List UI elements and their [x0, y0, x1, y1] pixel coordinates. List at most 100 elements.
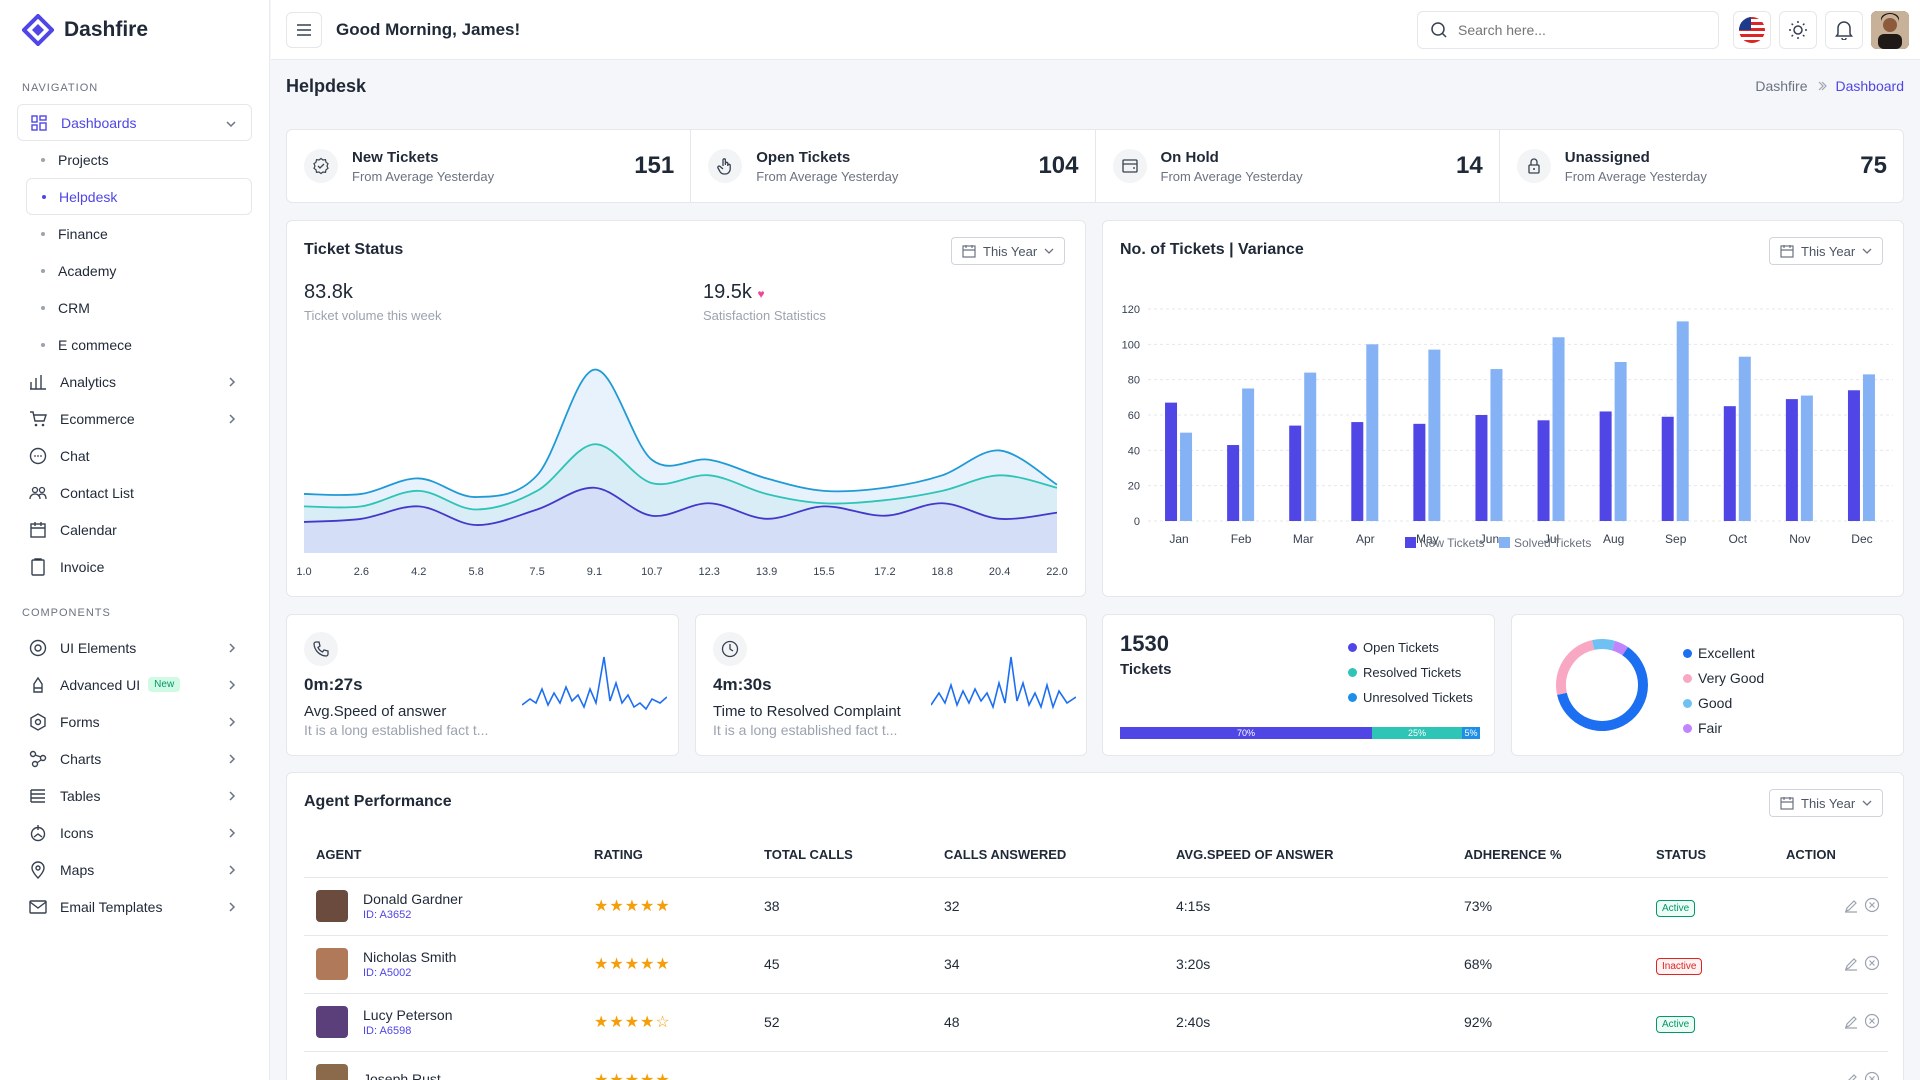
chat-icon — [29, 447, 47, 465]
cell-answered: 32 — [944, 898, 960, 914]
breadcrumb-link[interactable]: Dashfire — [1755, 78, 1808, 94]
star-rating: ★★★★★ — [594, 956, 671, 973]
table-row[interactable]: Nicholas Smith ID: A5002 ★★★★★ 45 34 3:20s 68%… — [304, 935, 1888, 994]
sidebar-item-email-templates[interactable]: Email Templates — [17, 888, 252, 925]
sidebar-item-icons[interactable]: Icons — [17, 814, 252, 851]
sidebar-item-label: Charts — [60, 750, 102, 767]
bar-new-tickets — [1785, 399, 1798, 521]
sidebar-subitem-e-commece[interactable]: E commece — [26, 326, 252, 363]
chevron-right-icon — [226, 863, 238, 879]
sidebar-subitem-academy[interactable]: Academy — [26, 252, 252, 289]
close-icon[interactable] — [1864, 897, 1880, 916]
sidebar-item-label: Email Templates — [60, 898, 163, 915]
sidebar-item-label: Chat — [60, 447, 90, 464]
edit-icon[interactable] — [1844, 1073, 1858, 1080]
agent-cell: Joseph Rust — [316, 1064, 594, 1080]
legend-item: Unresolved Tickets — [1348, 685, 1473, 710]
agent-id: ID: A3652 — [363, 909, 412, 921]
close-icon[interactable] — [1864, 1071, 1880, 1080]
cell-speed: 3:20s — [1176, 956, 1211, 972]
sidebar-item-label: Forms — [60, 713, 100, 730]
legend-dot — [1683, 649, 1692, 658]
period-select[interactable]: This Year — [1769, 237, 1884, 265]
bar-new-tickets — [1661, 416, 1674, 521]
stat-new-tickets: New Tickets From Average Yesterday 151 — [287, 130, 692, 202]
area-fill-2 — [304, 487, 1057, 553]
sidebar-item-ecommerce[interactable]: Ecommerce — [17, 400, 252, 437]
cell-speed: 2:40s — [1176, 1014, 1211, 1030]
bullet-icon — [41, 268, 45, 273]
area-line-1 — [303, 443, 1058, 511]
period-select[interactable]: This Year — [951, 237, 1066, 265]
stats-row: New Tickets From Average Yesterday 151 Open… — [286, 129, 1904, 203]
sidebar-item-advanced-ui[interactable]: Advanced UI New — [17, 666, 252, 703]
tickets-label: Tickets — [1120, 661, 1172, 678]
y-tick-label: 80 — [1128, 375, 1140, 387]
avatar — [316, 890, 348, 922]
sidebar-item-label: UI Elements — [60, 639, 137, 656]
page-title: Helpdesk — [286, 76, 367, 96]
sidebar-item-label: Academy — [58, 262, 117, 279]
sidebar: Dashfire NAVIGATION Dashboards Projects H… — [0, 0, 270, 1080]
x-tick-label: 2.6 — [354, 566, 369, 578]
user-avatar[interactable] — [1871, 11, 1909, 49]
charts-icon — [29, 750, 47, 768]
sidebar-item-maps[interactable]: Maps — [17, 851, 252, 888]
edit-icon[interactable] — [1844, 957, 1858, 974]
sidebar-item-tables[interactable]: Tables — [17, 777, 252, 814]
search-input[interactable] — [1458, 22, 1688, 38]
y-tick-label: 60 — [1128, 410, 1140, 422]
sidebar-subitem-finance[interactable]: Finance — [26, 215, 252, 252]
agent-id: ID: A5002 — [363, 967, 412, 979]
search-box[interactable] — [1417, 11, 1719, 49]
brand[interactable]: Dashfire — [0, 0, 269, 60]
period-select[interactable]: This Year — [1769, 789, 1884, 817]
menu-toggle-button[interactable] — [286, 11, 322, 48]
x-tick-label: Aug — [1603, 532, 1624, 546]
speed-desc: It is a long established fact t... — [304, 722, 489, 738]
tables-icon — [29, 787, 47, 805]
new-badge: New — [148, 677, 181, 692]
sidebar-item-chat[interactable]: Chat — [17, 437, 252, 474]
stat-title: New Tickets — [352, 148, 439, 166]
search-icon — [1431, 22, 1447, 38]
components-heading: COMPONENTS — [22, 607, 111, 619]
table-row[interactable]: Joseph Rust ★★★★★ — [304, 1051, 1888, 1080]
sidebar-subitem-helpdesk[interactable]: Helpdesk — [26, 178, 252, 215]
sidebar-item-forms[interactable]: Forms — [17, 703, 252, 740]
bar-new-tickets — [1289, 425, 1302, 521]
edit-icon[interactable] — [1844, 1015, 1858, 1032]
sidebar-item-charts[interactable]: Charts — [17, 740, 252, 777]
column-header: STATUS — [1656, 833, 1786, 878]
edit-icon[interactable] — [1844, 899, 1858, 916]
theme-toggle-button[interactable] — [1779, 11, 1817, 49]
close-icon[interactable] — [1864, 955, 1880, 974]
select-value: This Year — [983, 243, 1038, 259]
sidebar-item-calendar[interactable]: Calendar — [17, 511, 252, 548]
sidebar-item-analytics[interactable]: Analytics — [17, 363, 252, 400]
table-row[interactable]: Donald Gardner ID: A3652 ★★★★★ 38 32 4:15s 73%… — [304, 877, 1888, 936]
language-button[interactable] — [1733, 11, 1771, 49]
sidebar-item-dashboards[interactable]: Dashboards — [17, 104, 252, 141]
stat-value: 14 — [1456, 152, 1483, 179]
legend-dot — [1683, 699, 1692, 708]
sidebar-item-label: Dashboards — [61, 114, 137, 131]
sidebar-item-ui-elements[interactable]: UI Elements — [17, 629, 252, 666]
window-icon — [1112, 149, 1147, 183]
legend-item: Open Tickets — [1348, 635, 1473, 660]
sidebar-subitem-projects[interactable]: Projects — [26, 141, 252, 178]
x-tick-label: 9.1 — [587, 566, 602, 578]
sidebar-item-contact-list[interactable]: Contact List — [17, 474, 252, 511]
close-icon[interactable] — [1864, 1013, 1880, 1032]
notifications-button[interactable] — [1825, 11, 1863, 49]
sidebar-item-invoice[interactable]: Invoice — [17, 548, 252, 585]
table-row[interactable]: Lucy Peterson ID: A6598 ★★★★☆ 52 48 2:40s 92% A… — [304, 993, 1888, 1052]
sidebar-subitem-crm[interactable]: CRM — [26, 289, 252, 326]
bar-solved-tickets — [1304, 372, 1317, 521]
bar-new-tickets — [1723, 406, 1736, 521]
select-value: This Year — [1801, 795, 1856, 811]
bullet-icon — [41, 342, 45, 347]
tickets-progress: 70% 25% 5% — [1120, 727, 1480, 739]
x-tick-label: May — [1416, 532, 1439, 546]
cell-answered: 48 — [944, 1014, 960, 1030]
